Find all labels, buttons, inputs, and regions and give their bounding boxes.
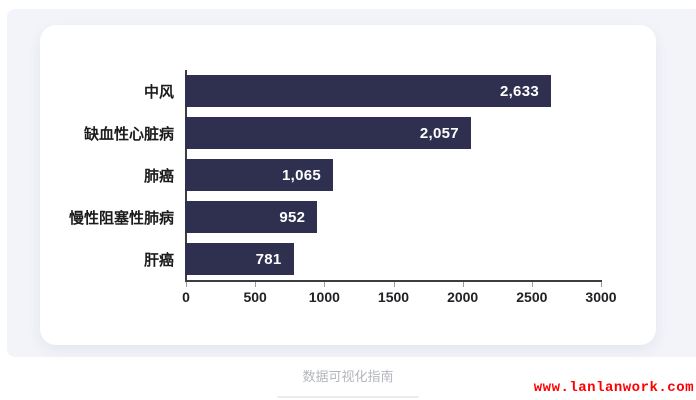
- bar-track: 952: [185, 196, 602, 238]
- x-axis-line: [185, 280, 602, 282]
- x-axis: 0 500 1000 1500 2000 2500 3000: [182, 282, 617, 322]
- tick-label: 1500: [377, 289, 410, 305]
- bar-track: 2,633: [185, 70, 602, 112]
- bar: 952: [185, 201, 318, 233]
- bar-value-label: 781: [255, 250, 282, 268]
- tick-mark: [393, 282, 395, 287]
- footer-caption: 数据可视化指南: [302, 369, 394, 384]
- bar-row: 慢性阻塞性肺病 952: [40, 196, 602, 238]
- watermark-link[interactable]: www.lanlanwork.com: [533, 380, 694, 396]
- bar-row: 肝癌 781: [40, 238, 602, 280]
- bar-row: 缺血性心脏病 2,057: [40, 112, 602, 154]
- bar-track: 2,057: [185, 112, 602, 154]
- bar-value-label: 2,633: [499, 82, 539, 100]
- bar-track: 1,065: [185, 154, 602, 196]
- category-label: 慢性阻塞性肺病: [68, 209, 174, 227]
- bar-row: 肺癌 1,065: [40, 154, 602, 196]
- chart-card: 中风 2,633 缺血性心脏病 2,057 肺癌 1,065 慢性阻塞性肺病 952 肝癌 781…: [40, 25, 656, 345]
- tick-label: 2500: [516, 289, 548, 305]
- bar-value-label: 952: [279, 208, 306, 226]
- tick-mark: [186, 282, 187, 287]
- bar-rows: 中风 2,633 缺血性心脏病 2,057 肺癌 1,065 慢性阻塞性肺病 952 肝癌 781: [40, 70, 602, 280]
- bar-row: 中风 2,633: [40, 70, 602, 112]
- tick-label: 500: [243, 289, 267, 305]
- tick-mark: [531, 282, 533, 287]
- tick-label: 3000: [585, 289, 617, 305]
- bar: 781: [185, 243, 294, 275]
- tick-label: 0: [182, 289, 190, 305]
- category-label: 肺癌: [143, 167, 174, 185]
- bar-value-label: 2,057: [419, 124, 459, 142]
- footer-divider: [277, 396, 419, 398]
- bar: 2,057: [185, 117, 471, 149]
- tick-mark: [324, 282, 326, 287]
- category-label: 肝癌: [143, 251, 174, 269]
- category-label: 中风: [143, 83, 174, 101]
- tick-mark: [255, 282, 257, 287]
- bar-track: 781: [185, 238, 602, 280]
- bar: 1,065: [185, 159, 334, 191]
- category-label: 缺血性心脏病: [83, 125, 174, 143]
- tick-mark: [462, 282, 464, 287]
- tick-label: 2000: [447, 289, 479, 305]
- tick-mark: [601, 282, 602, 287]
- bar: 2,633: [185, 75, 551, 107]
- bar-value-label: 1,065: [281, 166, 322, 184]
- tick-label: 1000: [308, 289, 340, 305]
